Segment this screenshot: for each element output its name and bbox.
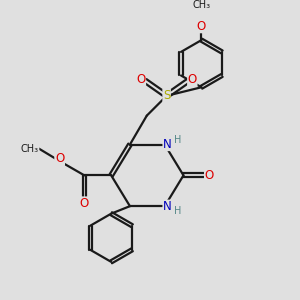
Text: CH₃: CH₃ <box>192 0 211 10</box>
Text: O: O <box>55 152 64 165</box>
Text: N: N <box>163 200 172 213</box>
Text: H: H <box>174 206 182 216</box>
Text: O: O <box>188 73 197 86</box>
Text: H: H <box>174 135 182 145</box>
Text: O: O <box>80 197 89 210</box>
Text: CH₃: CH₃ <box>21 144 39 154</box>
Text: O: O <box>197 20 206 33</box>
Text: N: N <box>163 137 172 151</box>
Text: O: O <box>55 152 64 165</box>
Text: O: O <box>136 73 146 86</box>
Text: S: S <box>163 89 170 102</box>
Text: O: O <box>205 169 214 182</box>
